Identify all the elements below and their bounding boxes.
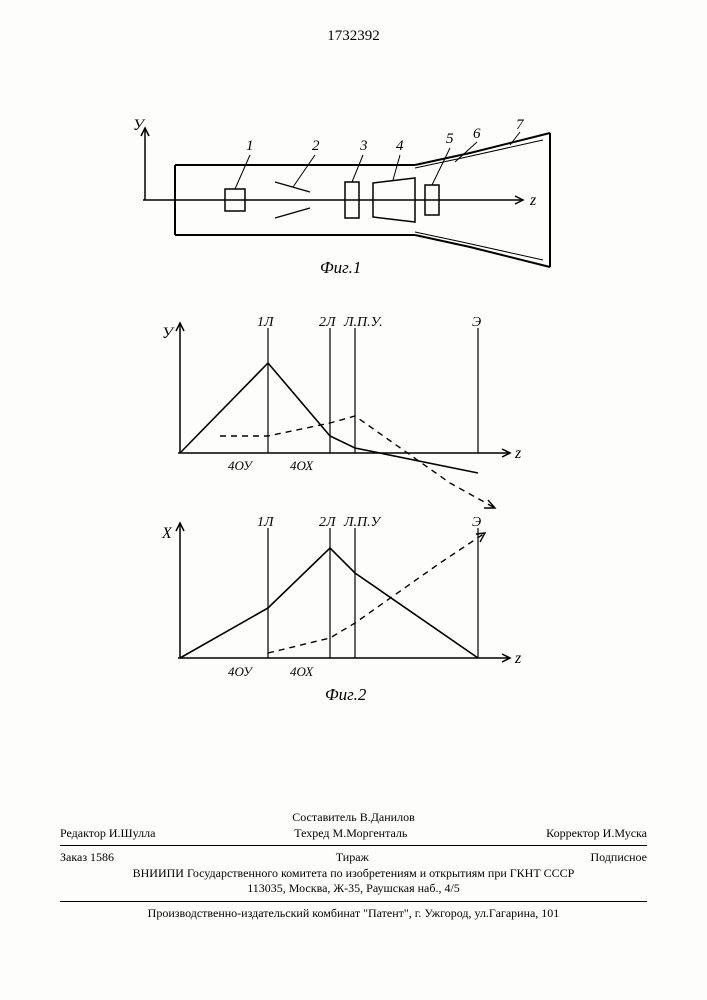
figure-1: У z (115, 110, 555, 280)
fig1-label-2: 2 (312, 138, 320, 154)
fig1-caption: Фиг.1 (320, 258, 361, 277)
publisher: Производственно-издательский комбинат "П… (60, 906, 647, 922)
colophon: Составитель В.Данилов Редактор И.Шулла Т… (60, 810, 647, 922)
techred: Техред М.Моргенталь (294, 826, 407, 842)
fig2-bot-m1: 1Л (257, 515, 275, 530)
institute-line1: ВНИИПИ Государственного комитета по изоб… (60, 866, 647, 882)
fig1-label-4: 4 (396, 138, 404, 154)
fig2-bot-axis-y: Х (161, 525, 173, 542)
compiler: Составитель В.Данилов (60, 810, 647, 826)
fig2-bot-axis-z: z (514, 650, 522, 667)
fig2-top-sub1: 4ОУ (228, 458, 254, 473)
fig2-bot-m3: Л.П.У (343, 515, 382, 530)
fig1-label-7: 7 (516, 117, 525, 133)
fig1-axis-z: z (529, 192, 537, 209)
fig1-label-6: 6 (473, 126, 481, 142)
institute-line2: 113035, Москва, Ж-35, Раушская наб., 4/5 (60, 881, 647, 897)
fig2-bot-sub2: 4ОХ (290, 664, 314, 679)
fig2-bot-sub1: 4ОУ (228, 664, 254, 679)
fig1-label-1: 1 (246, 138, 254, 154)
fig2-bot-m4: Э (472, 515, 481, 530)
fig2-top-sub2: 4ОХ (290, 458, 314, 473)
circulation: Тираж (336, 850, 369, 866)
fig2-caption: Фиг.2 (325, 685, 367, 704)
corrector: Корректор И.Муска (546, 826, 647, 842)
fig2-top-m2: 2Л (319, 315, 337, 330)
patent-number: 1732392 (0, 28, 707, 45)
fig2-top-m3: Л.П.У. (343, 315, 383, 330)
figure-2: У z 1Л 2Л Л.П.У. Э 4ОУ (150, 308, 535, 708)
order-number: Заказ 1586 (60, 850, 114, 866)
fig2-top-axis-z: z (514, 445, 522, 462)
fig2-top-m4: Э (472, 315, 481, 330)
fig2-top-m1: 1Л (257, 315, 275, 330)
editor: Редактор И.Шулла (60, 826, 155, 842)
subscription: Подписное (590, 850, 647, 866)
fig1-label-3: 3 (359, 138, 368, 154)
fig1-label-5: 5 (446, 131, 454, 147)
fig2-top-axis-y: У (162, 325, 175, 342)
fig2-bot-m2: 2Л (319, 515, 337, 530)
